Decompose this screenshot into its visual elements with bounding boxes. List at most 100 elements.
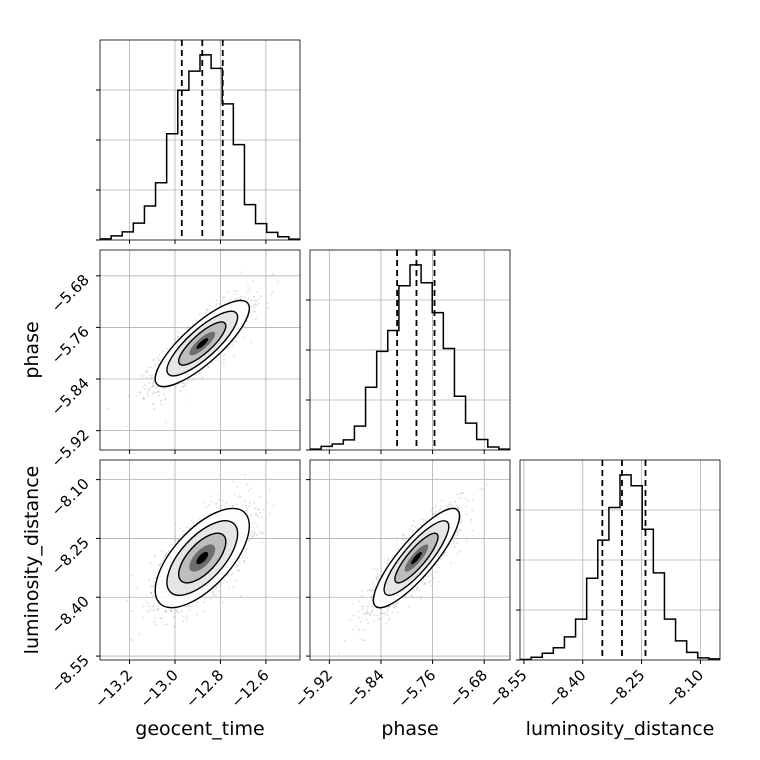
scatter-point bbox=[231, 586, 234, 588]
scatter-point bbox=[367, 605, 369, 608]
scatter-point bbox=[167, 550, 170, 552]
scatter-point bbox=[189, 399, 192, 401]
scatter-point bbox=[171, 543, 173, 546]
scatter-point bbox=[216, 359, 219, 362]
scatter-point bbox=[188, 609, 191, 612]
scatter-point bbox=[233, 355, 236, 358]
scatter-point bbox=[219, 582, 221, 585]
scatter-point bbox=[485, 483, 488, 486]
scatter-point bbox=[160, 617, 163, 620]
scatter-point bbox=[256, 534, 258, 536]
scatter-point bbox=[258, 496, 261, 498]
scatter-point bbox=[189, 326, 192, 328]
scatter-point bbox=[386, 608, 389, 610]
scatter-point bbox=[365, 612, 368, 615]
scatter-point bbox=[145, 370, 148, 373]
scatter-point bbox=[479, 487, 481, 490]
scatter-point bbox=[212, 590, 215, 593]
scatter-point bbox=[191, 379, 193, 382]
scatter-point bbox=[234, 293, 237, 295]
scatter-point bbox=[253, 533, 256, 535]
y-axis-label-luminosity_distance: luminosity_distance bbox=[21, 466, 43, 655]
scatter-point bbox=[369, 614, 371, 616]
scatter-point bbox=[435, 510, 437, 513]
scatter-point bbox=[173, 625, 176, 628]
scatter-point bbox=[250, 487, 253, 490]
scatter-point bbox=[210, 361, 213, 364]
scatter-point bbox=[253, 507, 256, 509]
scatter-point bbox=[249, 533, 252, 536]
scatter-point bbox=[160, 617, 162, 620]
scatter-point bbox=[153, 358, 156, 361]
scatter-point bbox=[158, 354, 161, 357]
scatter-point bbox=[136, 586, 139, 589]
scatter-point bbox=[174, 528, 177, 531]
scatter-point bbox=[187, 379, 189, 382]
scatter-point bbox=[185, 617, 188, 620]
scatter-point bbox=[158, 394, 160, 397]
scatter-point bbox=[240, 271, 243, 274]
scatter-point bbox=[216, 501, 218, 504]
scatter-point bbox=[337, 652, 340, 655]
scatter-point bbox=[361, 616, 364, 619]
scatter-point bbox=[231, 504, 234, 507]
scatter-point bbox=[422, 519, 425, 521]
scatter-point bbox=[418, 589, 421, 592]
scatter-point bbox=[173, 338, 176, 340]
scatter-point bbox=[431, 574, 434, 577]
scatter-point bbox=[151, 605, 154, 607]
scatter-point bbox=[142, 396, 145, 399]
scatter-point bbox=[454, 546, 457, 549]
scatter-point bbox=[449, 562, 452, 564]
scatter-point bbox=[235, 503, 238, 506]
histogram-phase bbox=[310, 264, 510, 450]
scatter-point bbox=[251, 537, 254, 540]
scatter-point bbox=[210, 598, 213, 600]
scatter-point bbox=[138, 633, 141, 635]
scatter-point bbox=[139, 391, 142, 394]
scatter-point bbox=[261, 541, 263, 543]
scatter-point bbox=[471, 509, 474, 511]
scatter-point bbox=[394, 604, 397, 606]
scatter-panel-luminosity_distance-vs-geocent_time bbox=[96, 459, 301, 664]
scatter-point bbox=[165, 552, 168, 555]
scatter-point bbox=[380, 612, 383, 614]
scatter-point bbox=[439, 507, 442, 510]
scatter-point bbox=[246, 284, 249, 287]
scatter-point bbox=[215, 586, 218, 588]
scatter-point bbox=[252, 280, 254, 282]
scatter-point bbox=[247, 289, 250, 291]
scatter-point bbox=[143, 397, 146, 400]
scatter-point bbox=[225, 580, 228, 583]
scatter-point bbox=[152, 403, 155, 406]
scatter-point bbox=[243, 560, 246, 562]
scatter-point bbox=[176, 335, 179, 338]
scatter-point bbox=[377, 575, 379, 578]
x-tick-label: −8.25 bbox=[603, 666, 648, 711]
y-tick-label: −8.55 bbox=[48, 651, 93, 696]
scatter-point bbox=[217, 493, 220, 496]
scatter-point bbox=[148, 374, 151, 377]
scatter-point bbox=[237, 569, 240, 571]
scatter-point bbox=[223, 353, 226, 356]
scatter-point bbox=[352, 628, 355, 631]
x-tick-label: −5.92 bbox=[291, 666, 336, 711]
scatter-point bbox=[150, 585, 153, 588]
x-tick-label: −8.10 bbox=[662, 666, 707, 711]
scatter-point bbox=[451, 504, 454, 506]
scatter-point bbox=[457, 531, 460, 534]
scatter-point bbox=[154, 623, 157, 626]
scatter-point bbox=[198, 372, 201, 375]
scatter-point bbox=[245, 505, 248, 507]
scatter-point bbox=[185, 385, 187, 387]
y-tick-label: −5.84 bbox=[48, 374, 93, 419]
scatter-point bbox=[243, 336, 246, 339]
scatter-point bbox=[384, 611, 387, 614]
scatter-point bbox=[246, 320, 248, 322]
scatter-point bbox=[148, 579, 151, 582]
scatter-point bbox=[429, 580, 432, 582]
scatter-point bbox=[423, 583, 426, 586]
scatter-point bbox=[217, 590, 220, 593]
scatter-point bbox=[157, 390, 160, 393]
scatter-point bbox=[182, 530, 185, 533]
